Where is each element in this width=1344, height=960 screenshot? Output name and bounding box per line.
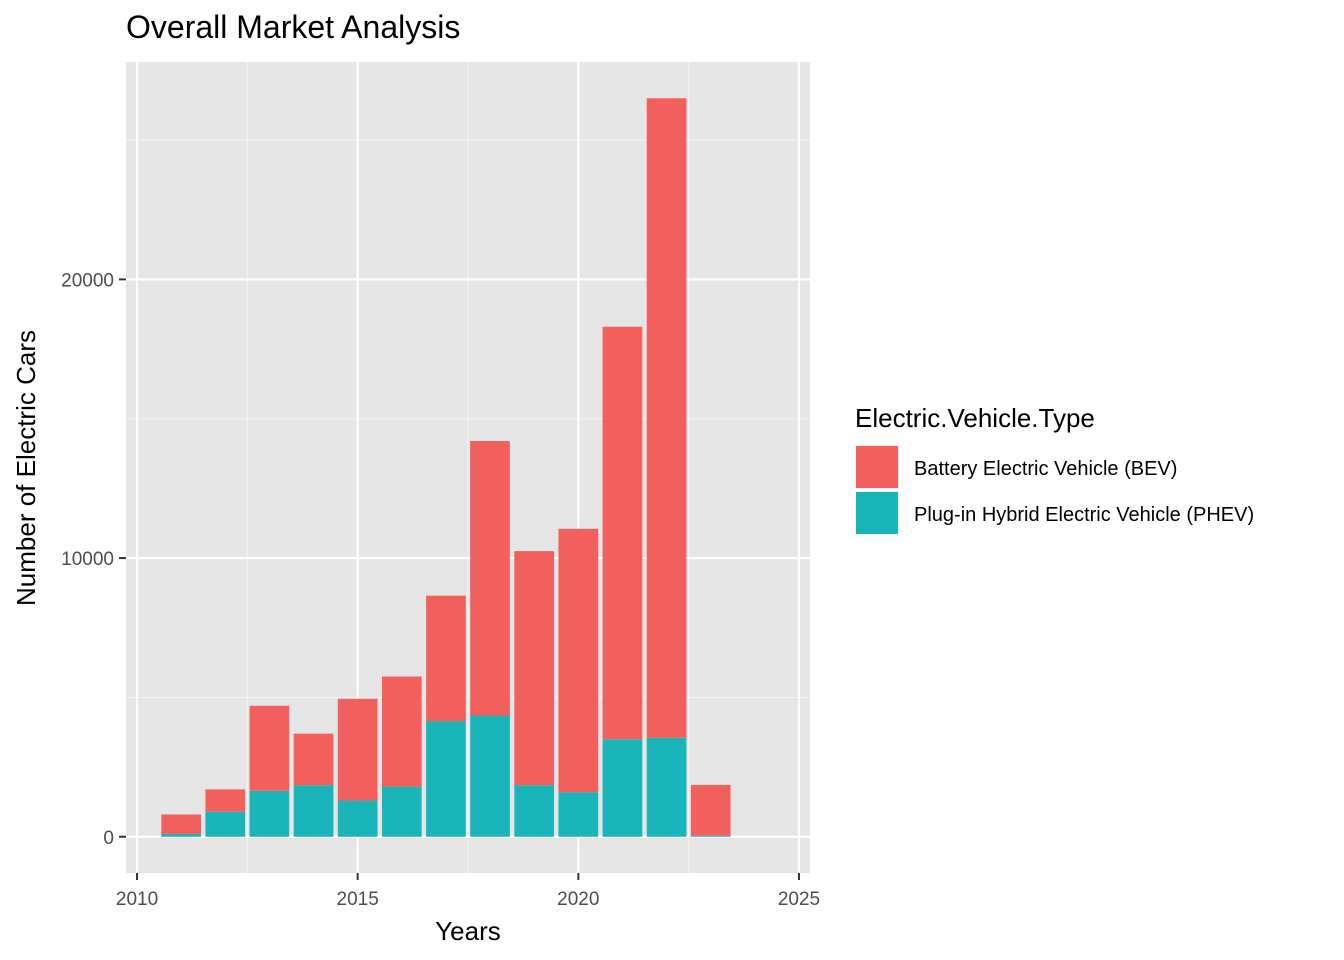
bar-phev-2020 [558,792,599,837]
legend: Electric.Vehicle.Type Battery Electric V… [855,403,1254,535]
legend-title: Electric.Vehicle.Type [855,403,1095,433]
bars [161,98,731,837]
bar-bev-2020 [558,528,599,793]
x-axis-title: Years [435,916,501,946]
bar-phev-2015 [337,800,378,837]
y-axis-title: Number of Electric Cars [11,330,41,606]
legend-label: Battery Electric Vehicle (BEV) [914,458,1177,480]
bar-phev-2018 [470,715,510,837]
bar-bev-2019 [514,551,555,786]
x-tick-label: 2020 [557,889,599,910]
bar-bev-2022 [646,98,687,738]
legend-label: Plug-in Hybrid Electric Vehicle (PHEV) [914,504,1254,526]
bar-phev-2012 [205,811,246,837]
y-tick-label: 0 [103,828,114,849]
bar-bev-2013 [249,705,290,791]
bar-bev-2012 [205,789,246,812]
bar-bev-2017 [426,595,466,722]
x-tick-label: 2015 [337,889,379,910]
chart-title: Overall Market Analysis [126,9,460,45]
legend-swatch [856,446,898,488]
grid-minor [126,62,810,873]
x-axis-ticks: 2010 2015 2020 2025 [116,873,820,910]
y-axis-ticks: 0 10000 20000 [61,270,126,849]
bar-bev-2018 [470,441,510,716]
y-tick-label: 10000 [61,549,114,570]
legend-swatch [856,492,898,534]
bar-phev-2019 [514,785,555,837]
bar-phev-2013 [249,790,290,837]
x-tick-label: 2025 [778,889,820,910]
bar-phev-2017 [426,721,466,837]
bar-phev-2014 [293,785,334,837]
bar-bev-2021 [602,326,643,740]
bar-phev-2021 [602,739,643,837]
bar-bev-2014 [293,733,334,786]
bar-phev-2022 [646,737,687,837]
bar-bev-2011 [161,814,202,834]
x-tick-label: 2010 [116,889,158,910]
bar-bev-2015 [337,698,378,801]
bar-phev-2016 [381,786,422,837]
legend-items: Battery Electric Vehicle (BEV) Plug-in Hy… [855,445,1254,535]
bar-bev-2023 [690,784,731,836]
bar-phev-2023 [690,835,731,837]
bar-phev-2011 [161,833,202,837]
y-tick-label: 20000 [61,270,114,291]
bar-bev-2016 [381,676,422,787]
